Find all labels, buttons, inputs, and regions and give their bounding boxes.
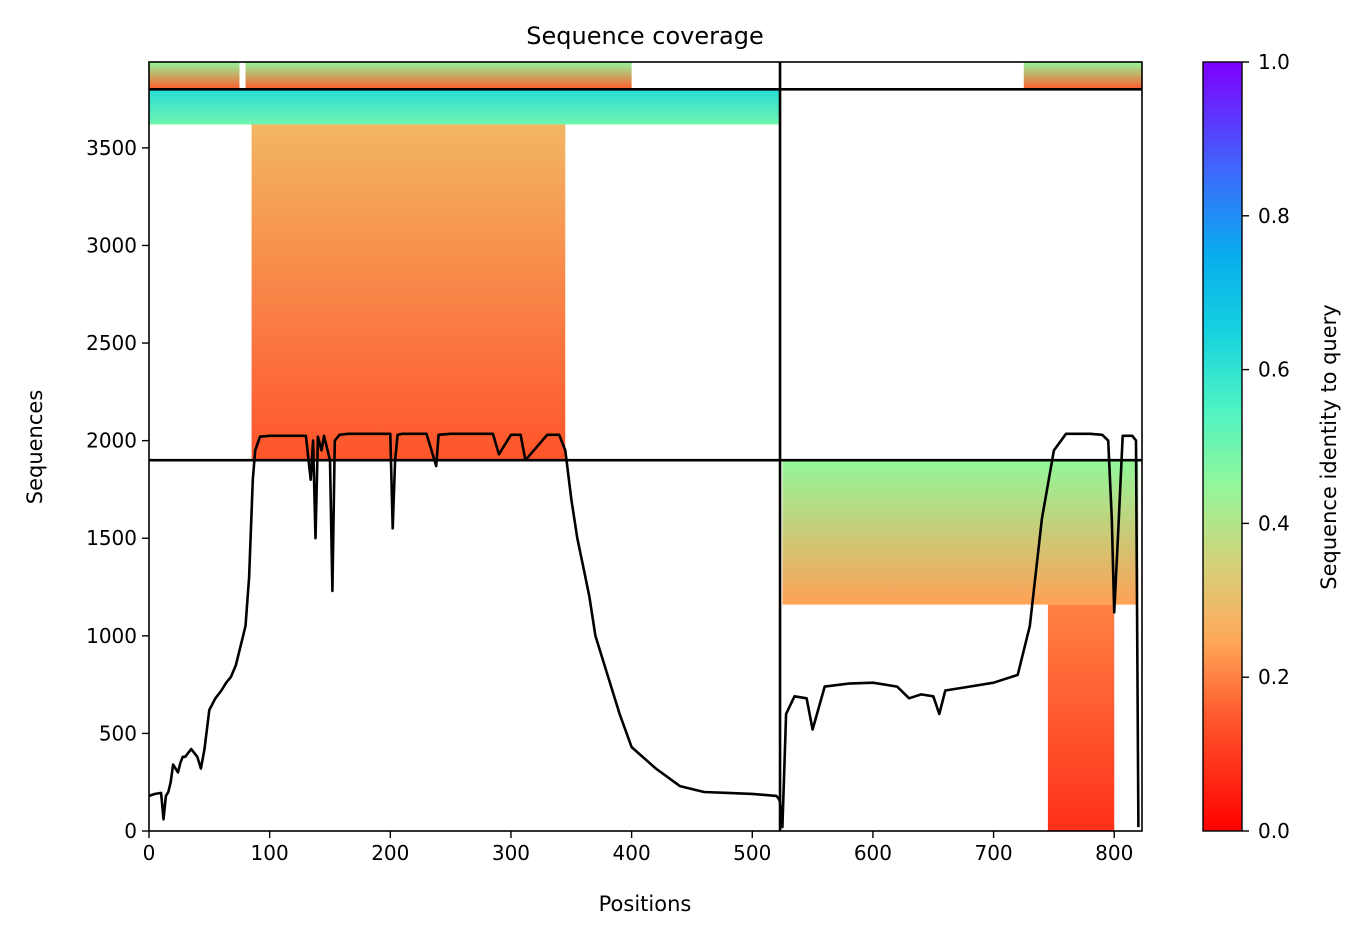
coverage-block	[251, 124, 566, 461]
y-tick-label: 500	[99, 721, 137, 745]
x-tick-label: 400	[613, 841, 651, 865]
y-tick-label: 2500	[86, 331, 137, 355]
x-tick-label: 700	[974, 841, 1012, 865]
colorbar	[1202, 61, 1243, 832]
x-axis: 0 100 200 300 400 500 600 700 800	[143, 831, 1133, 865]
x-tick-label: 800	[1095, 841, 1133, 865]
x-tick-label: 200	[371, 841, 409, 865]
coverage-block	[1023, 62, 1142, 90]
chart-title: Sequence coverage	[526, 22, 763, 50]
y-tick-label: 3500	[86, 136, 137, 160]
y-axis: 0 500 1000 1500 2000 2500 3000 3500	[86, 136, 149, 843]
x-tick-label: 100	[251, 841, 289, 865]
coverage-block	[1047, 604, 1115, 831]
x-tick-label: 600	[854, 841, 892, 865]
colorbar-tick-label: 0.6	[1258, 358, 1290, 382]
colorbar-tick-label: 0.0	[1258, 819, 1290, 843]
colorbar-ticks: 0.0 0.2 0.4 0.6 0.8 1.0	[1242, 50, 1290, 843]
y-tick-label: 3000	[86, 233, 137, 257]
y-tick-label: 0	[124, 819, 137, 843]
x-tick-label: 500	[733, 841, 771, 865]
x-axis-label: Positions	[599, 892, 692, 916]
x-tick-label: 0	[143, 841, 156, 865]
colorbar-tick-label: 1.0	[1258, 50, 1290, 74]
x-tick-label: 300	[492, 841, 530, 865]
colorbar-tick-label: 0.8	[1258, 204, 1290, 228]
coverage-line	[148, 432, 1140, 829]
y-tick-label: 1000	[86, 624, 137, 648]
coverage-block	[149, 62, 240, 90]
coverage-heatmap	[149, 62, 1142, 831]
colorbar-tick-label: 0.2	[1258, 665, 1290, 689]
colorbar-label: Sequence identity to query	[1317, 304, 1341, 589]
coverage-block	[149, 89, 781, 125]
y-axis-label: Sequences	[23, 390, 47, 505]
plot-frame	[148, 61, 1143, 832]
y-tick-label: 2000	[86, 429, 137, 453]
coverage-block	[782, 460, 1139, 605]
coverage-block	[245, 62, 632, 90]
y-tick-label: 1500	[86, 526, 137, 550]
colorbar-tick-label: 0.4	[1258, 511, 1290, 535]
